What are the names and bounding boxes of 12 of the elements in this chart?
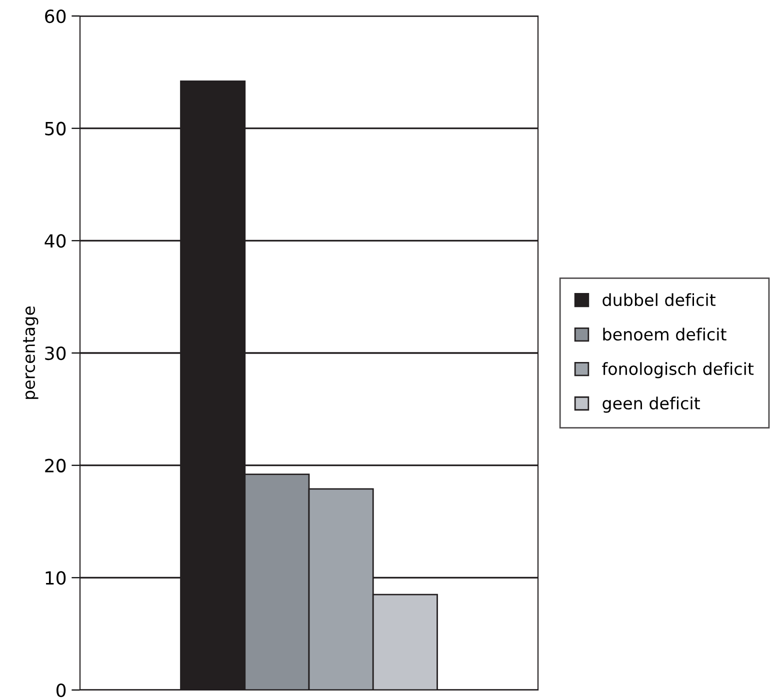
y-tick-label: 0 (56, 683, 66, 698)
y-tick-label: 30 (45, 346, 66, 360)
y-tick-label: 60 (45, 9, 66, 24)
legend-label: benoem deficit (603, 328, 726, 341)
y-axis-title: percentage (23, 306, 38, 399)
y-tick-label: 40 (44, 234, 66, 248)
legend-label: fonologisch deficit (602, 362, 754, 378)
y-tick-label: 50 (45, 122, 66, 136)
y-tick-label: 10 (46, 571, 66, 585)
legend-label: geen deficit (602, 396, 700, 413)
y-tick-label: 20 (45, 458, 66, 472)
legend-label: dubbel deficit (602, 293, 716, 306)
